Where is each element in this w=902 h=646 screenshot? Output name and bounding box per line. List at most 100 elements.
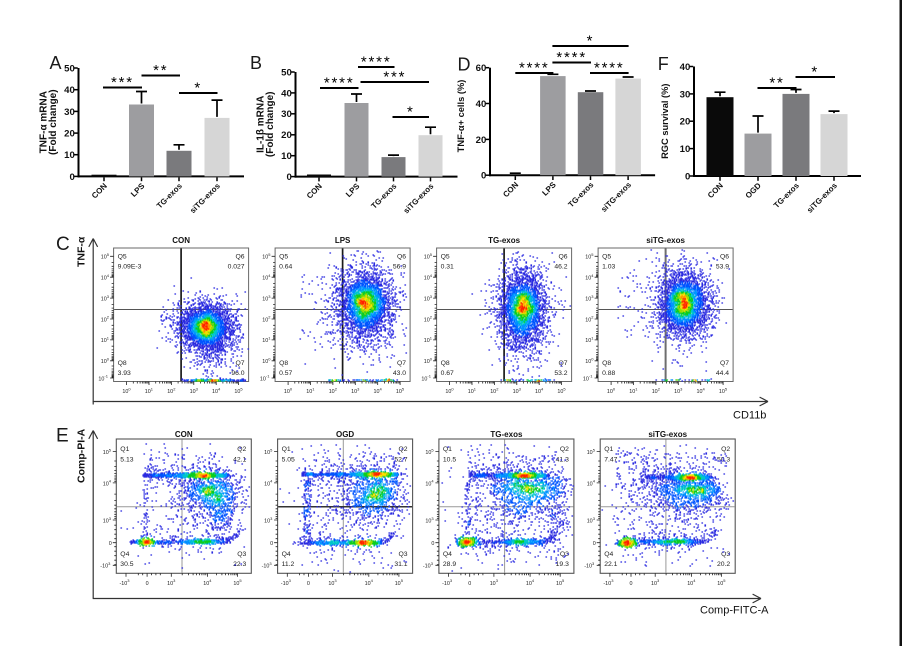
- svg-text:Q2: Q2: [237, 446, 246, 453]
- svg-text:*: *: [811, 64, 819, 81]
- svg-text:*: *: [587, 33, 595, 50]
- svg-text:104: 104: [262, 273, 271, 282]
- svg-text:103: 103: [328, 578, 337, 587]
- svg-text:TNF-α mRNA: TNF-α mRNA: [39, 91, 50, 153]
- svg-text:104: 104: [424, 273, 433, 282]
- svg-text:105: 105: [396, 386, 405, 395]
- svg-text:40: 40: [64, 85, 75, 96]
- svg-text:Comp-PI-A: Comp-PI-A: [76, 428, 88, 483]
- svg-text:B: B: [250, 53, 262, 73]
- svg-text:103: 103: [262, 294, 271, 303]
- svg-text:104: 104: [103, 479, 112, 488]
- svg-text:102: 102: [585, 315, 594, 324]
- svg-text:31.1: 31.1: [394, 561, 407, 568]
- svg-text:CD11b: CD11b: [733, 410, 766, 422]
- svg-text:105: 105: [585, 252, 594, 261]
- svg-text:Q5: Q5: [279, 254, 288, 261]
- svg-text:LPS: LPS: [335, 236, 351, 245]
- svg-text:Q1: Q1: [282, 446, 291, 453]
- svg-text:*: *: [194, 80, 202, 97]
- svg-text:100: 100: [284, 386, 293, 395]
- svg-text:***: ***: [383, 69, 406, 86]
- svg-text:102: 102: [329, 386, 338, 395]
- svg-text:101: 101: [424, 336, 433, 345]
- svg-text:0: 0: [630, 581, 633, 587]
- svg-text:11.2: 11.2: [282, 561, 295, 568]
- svg-text:103: 103: [103, 516, 112, 525]
- svg-text:Q6: Q6: [236, 254, 245, 261]
- svg-text:103: 103: [490, 578, 499, 587]
- svg-text:****: ****: [556, 49, 587, 66]
- svg-text:50: 50: [64, 64, 75, 75]
- svg-text:102: 102: [424, 315, 433, 324]
- svg-text:****: ****: [361, 54, 392, 71]
- svg-text:F: F: [658, 54, 669, 74]
- svg-text:Q7: Q7: [720, 360, 729, 367]
- svg-text:0.31: 0.31: [441, 264, 454, 271]
- svg-text:102: 102: [262, 315, 271, 324]
- svg-text:105: 105: [557, 386, 566, 395]
- svg-text:****: ****: [519, 60, 550, 77]
- svg-text:105: 105: [262, 252, 271, 261]
- svg-text:105: 105: [264, 447, 273, 456]
- svg-text:0: 0: [468, 581, 471, 587]
- svg-text:Q7: Q7: [559, 360, 568, 367]
- svg-text:30: 30: [680, 89, 691, 100]
- svg-text:Q2: Q2: [560, 446, 569, 453]
- svg-text:105: 105: [556, 578, 565, 587]
- svg-text:101: 101: [101, 336, 110, 345]
- svg-text:10: 10: [680, 144, 691, 155]
- svg-text:100: 100: [101, 357, 110, 366]
- svg-text:Q6: Q6: [397, 254, 406, 261]
- svg-text:104: 104: [697, 386, 706, 395]
- svg-text:10-1: 10-1: [98, 374, 108, 383]
- svg-text:Q3: Q3: [237, 551, 246, 558]
- svg-text:30.5: 30.5: [120, 561, 133, 568]
- svg-text:101: 101: [585, 336, 594, 345]
- svg-text:105: 105: [719, 386, 728, 395]
- svg-text:Q8: Q8: [602, 360, 611, 367]
- svg-text:103: 103: [167, 578, 176, 587]
- svg-text:103: 103: [651, 578, 660, 587]
- svg-text:104: 104: [203, 578, 212, 587]
- svg-text:43.0: 43.0: [393, 370, 406, 377]
- svg-text:Q5: Q5: [118, 254, 127, 261]
- svg-text:Q2: Q2: [721, 446, 730, 453]
- svg-text:****: ****: [324, 75, 355, 92]
- svg-text:104: 104: [212, 386, 221, 395]
- svg-text:20: 20: [64, 129, 75, 140]
- svg-text:104: 104: [535, 386, 544, 395]
- svg-text:0: 0: [431, 541, 434, 547]
- svg-text:53.2: 53.2: [554, 370, 567, 377]
- svg-text:(Fold change): (Fold change): [48, 89, 59, 155]
- svg-text:**: **: [153, 62, 168, 79]
- svg-text:20: 20: [281, 130, 292, 141]
- svg-text:0: 0: [593, 541, 596, 547]
- svg-text:Q7: Q7: [236, 360, 245, 367]
- svg-text:Q1: Q1: [443, 446, 452, 453]
- svg-text:Q6: Q6: [720, 254, 729, 261]
- svg-text:0.67: 0.67: [441, 370, 454, 377]
- svg-text:10-1: 10-1: [260, 374, 270, 383]
- svg-text:***: ***: [111, 74, 134, 91]
- svg-text:100: 100: [424, 357, 433, 366]
- svg-text:5.13: 5.13: [120, 457, 133, 464]
- svg-text:104: 104: [687, 578, 696, 587]
- svg-text:105: 105: [103, 447, 112, 456]
- svg-text:105: 105: [395, 578, 404, 587]
- svg-text:3.93: 3.93: [118, 370, 131, 377]
- svg-text:101: 101: [262, 336, 271, 345]
- svg-text:A: A: [50, 53, 62, 73]
- svg-text:Q1: Q1: [604, 446, 613, 453]
- svg-text:20: 20: [680, 117, 691, 128]
- svg-text:-103: -103: [281, 578, 292, 587]
- svg-text:104: 104: [425, 479, 434, 488]
- svg-text:TG-exos: TG-exos: [490, 430, 523, 439]
- svg-text:30: 30: [64, 107, 75, 118]
- svg-text:22.3: 22.3: [233, 561, 246, 568]
- svg-text:101: 101: [306, 386, 315, 395]
- svg-text:103: 103: [264, 516, 273, 525]
- svg-text:102: 102: [167, 386, 176, 395]
- svg-text:(Fold change): (Fold change): [265, 92, 276, 158]
- svg-text:19.3: 19.3: [556, 561, 569, 568]
